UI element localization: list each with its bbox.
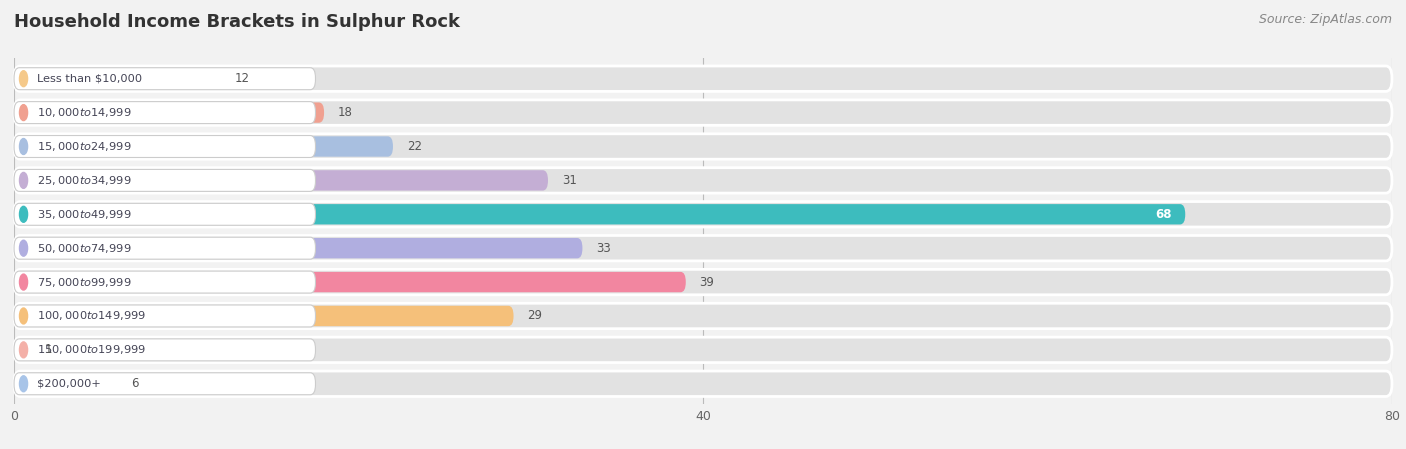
Circle shape: [20, 376, 28, 392]
FancyBboxPatch shape: [14, 68, 315, 90]
FancyBboxPatch shape: [14, 269, 1392, 295]
Text: 18: 18: [337, 106, 353, 119]
Text: 39: 39: [700, 276, 714, 289]
Circle shape: [20, 172, 28, 189]
FancyBboxPatch shape: [14, 167, 1392, 193]
Circle shape: [20, 105, 28, 121]
Text: Less than $10,000: Less than $10,000: [38, 74, 142, 84]
Text: $200,000+: $200,000+: [38, 379, 101, 389]
Text: 6: 6: [131, 377, 139, 390]
Text: 29: 29: [527, 309, 543, 322]
FancyBboxPatch shape: [14, 136, 315, 158]
FancyBboxPatch shape: [14, 374, 118, 394]
Text: 68: 68: [1154, 208, 1171, 221]
Text: $75,000 to $99,999: $75,000 to $99,999: [38, 276, 132, 289]
FancyBboxPatch shape: [14, 373, 315, 395]
FancyBboxPatch shape: [14, 100, 1392, 125]
FancyBboxPatch shape: [14, 235, 1392, 261]
FancyBboxPatch shape: [14, 134, 1392, 159]
Text: 31: 31: [562, 174, 576, 187]
FancyBboxPatch shape: [14, 237, 315, 259]
FancyBboxPatch shape: [14, 169, 315, 191]
FancyBboxPatch shape: [14, 66, 1392, 92]
FancyBboxPatch shape: [14, 136, 394, 157]
Text: $35,000 to $49,999: $35,000 to $49,999: [38, 208, 132, 221]
FancyBboxPatch shape: [14, 306, 513, 326]
FancyBboxPatch shape: [14, 102, 325, 123]
Text: $10,000 to $14,999: $10,000 to $14,999: [38, 106, 132, 119]
FancyBboxPatch shape: [14, 203, 315, 225]
Text: $100,000 to $149,999: $100,000 to $149,999: [38, 309, 146, 322]
Text: 33: 33: [596, 242, 612, 255]
FancyBboxPatch shape: [14, 101, 315, 123]
Text: $25,000 to $34,999: $25,000 to $34,999: [38, 174, 132, 187]
Circle shape: [20, 71, 28, 87]
FancyBboxPatch shape: [14, 170, 548, 190]
FancyBboxPatch shape: [14, 339, 315, 361]
Circle shape: [20, 240, 28, 256]
Circle shape: [20, 342, 28, 358]
FancyBboxPatch shape: [14, 202, 1392, 227]
FancyBboxPatch shape: [14, 238, 582, 258]
Text: $15,000 to $24,999: $15,000 to $24,999: [38, 140, 132, 153]
Circle shape: [20, 207, 28, 222]
FancyBboxPatch shape: [14, 272, 686, 292]
FancyBboxPatch shape: [14, 305, 315, 327]
Circle shape: [20, 308, 28, 324]
FancyBboxPatch shape: [14, 303, 1392, 329]
FancyBboxPatch shape: [14, 337, 1392, 363]
Text: 12: 12: [235, 72, 249, 85]
Text: Source: ZipAtlas.com: Source: ZipAtlas.com: [1258, 13, 1392, 26]
FancyBboxPatch shape: [14, 204, 1185, 224]
Text: $150,000 to $199,999: $150,000 to $199,999: [38, 343, 146, 357]
Circle shape: [20, 139, 28, 154]
Circle shape: [20, 274, 28, 290]
Text: 22: 22: [406, 140, 422, 153]
FancyBboxPatch shape: [14, 69, 221, 89]
FancyBboxPatch shape: [14, 271, 315, 293]
Text: $50,000 to $74,999: $50,000 to $74,999: [38, 242, 132, 255]
Text: Household Income Brackets in Sulphur Rock: Household Income Brackets in Sulphur Roc…: [14, 13, 460, 31]
FancyBboxPatch shape: [14, 371, 1392, 396]
FancyBboxPatch shape: [14, 340, 31, 360]
Text: 1: 1: [45, 343, 52, 357]
